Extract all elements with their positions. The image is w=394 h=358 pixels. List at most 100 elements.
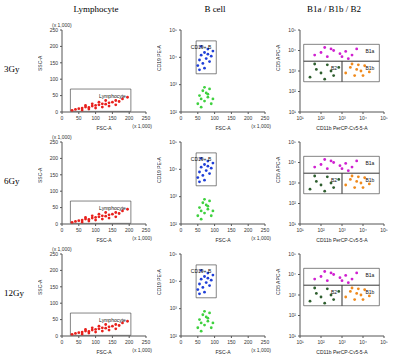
svg-text:50: 50 [195, 115, 201, 121]
svg-text:10⁵: 10⁵ [288, 27, 296, 33]
svg-text:100: 100 [210, 115, 219, 121]
svg-text:B1a: B1a [365, 160, 374, 166]
svg-text:50: 50 [52, 316, 58, 322]
svg-text:100: 100 [50, 300, 59, 306]
svg-text:10¹: 10¹ [296, 227, 304, 233]
svg-text:10¹: 10¹ [296, 339, 304, 345]
svg-text:0: 0 [180, 339, 183, 345]
svg-text:200: 200 [244, 227, 253, 233]
svg-text:B1b: B1b [365, 289, 374, 295]
svg-text:B1b: B1b [365, 65, 374, 71]
svg-text:100: 100 [91, 339, 100, 345]
svg-text:100: 100 [50, 188, 59, 194]
svg-text:200: 200 [125, 227, 134, 233]
svg-text:50: 50 [52, 92, 58, 98]
svg-text:B1b: B1b [365, 177, 374, 183]
svg-text:50: 50 [76, 339, 82, 345]
svg-text:B2: B2 [331, 289, 337, 295]
svg-text:0: 0 [180, 115, 183, 121]
svg-text:10²: 10² [317, 227, 325, 233]
svg-text:50: 50 [195, 227, 201, 233]
svg-text:10¹: 10¹ [289, 333, 297, 339]
svg-text:150: 150 [108, 339, 117, 345]
svg-text:10⁵: 10⁵ [288, 139, 296, 145]
svg-text:Lymphocyte: Lymphocyte [99, 205, 126, 211]
svg-text:SSC-A: SSC-A [38, 55, 43, 71]
svg-text:100: 100 [210, 339, 219, 345]
svg-text:10⁴: 10⁴ [359, 227, 367, 233]
svg-text:100: 100 [210, 227, 219, 233]
svg-text:10⁵: 10⁵ [169, 251, 177, 257]
svg-text:CD11b PerCP-Cy5-5-A: CD11b PerCP-Cy5-5-A [316, 237, 368, 242]
svg-text:200: 200 [244, 115, 253, 121]
svg-text:10²: 10² [170, 333, 178, 339]
svg-text:10³: 10³ [170, 305, 178, 311]
svg-text:10²: 10² [317, 115, 325, 121]
svg-text:10³: 10³ [338, 339, 346, 345]
svg-text:CD5 APC-A: CD5 APC-A [276, 44, 281, 71]
svg-text:10⁴: 10⁴ [288, 271, 296, 277]
svg-text:250: 250 [142, 339, 151, 345]
svg-text:150: 150 [50, 284, 59, 290]
svg-text:100: 100 [50, 76, 59, 82]
svg-text:B1a: B1a [365, 272, 374, 278]
svg-text:10³: 10³ [170, 193, 178, 199]
svg-text:CD19 PE-A: CD19 PE-A [157, 44, 162, 71]
svg-text:10³: 10³ [289, 180, 297, 186]
svg-text:50: 50 [195, 339, 201, 345]
svg-text:FSC-A: FSC-A [97, 237, 113, 242]
svg-text:10⁴: 10⁴ [359, 115, 367, 121]
svg-text:10²: 10² [289, 88, 297, 94]
svg-text:250: 250 [261, 339, 270, 345]
svg-text:10⁵: 10⁵ [169, 139, 177, 145]
svg-text:CD11b PerCP-Cy5-5-A: CD11b PerCP-Cy5-5-A [316, 349, 368, 354]
svg-text:150: 150 [227, 339, 236, 345]
svg-text:10³: 10³ [289, 68, 297, 74]
svg-text:10⁵: 10⁵ [380, 227, 386, 233]
svg-text:150: 150 [50, 60, 59, 66]
svg-text:10⁵: 10⁵ [288, 251, 296, 257]
svg-text:10⁵: 10⁵ [380, 339, 386, 345]
svg-text:FSC-A: FSC-A [97, 349, 113, 354]
svg-text:100: 100 [91, 115, 100, 121]
svg-text:10²: 10² [170, 109, 178, 115]
svg-text:0: 0 [180, 227, 183, 233]
svg-text:150: 150 [108, 227, 117, 233]
svg-text:SSC-A: SSC-A [38, 279, 43, 295]
svg-text:0: 0 [55, 221, 58, 227]
svg-text:150: 150 [227, 115, 236, 121]
svg-text:CD19 PE-A: CD19 PE-A [157, 268, 162, 295]
svg-text:10⁴: 10⁴ [288, 47, 296, 53]
svg-text:10¹: 10¹ [289, 221, 297, 227]
svg-text:10¹: 10¹ [289, 109, 297, 115]
svg-text:10³: 10³ [338, 115, 346, 121]
svg-text:200: 200 [50, 155, 59, 161]
svg-text:10³: 10³ [170, 81, 178, 87]
svg-text:250: 250 [142, 227, 151, 233]
svg-text:250: 250 [261, 227, 270, 233]
svg-text:CD5 APC-A: CD5 APC-A [276, 268, 281, 295]
svg-text:0: 0 [61, 115, 64, 121]
svg-text:10⁴: 10⁴ [359, 339, 367, 345]
svg-text:B1a: B1a [365, 48, 374, 54]
svg-text:50: 50 [76, 115, 82, 121]
svg-text:FSC-A: FSC-A [216, 125, 232, 130]
svg-text:CD11b PerCP-Cy5-5-A: CD11b PerCP-Cy5-5-A [316, 125, 368, 130]
svg-text:200: 200 [244, 339, 253, 345]
svg-text:B2: B2 [331, 65, 337, 71]
svg-text:FSC-A: FSC-A [97, 125, 113, 130]
svg-text:10²: 10² [289, 312, 297, 318]
svg-text:10²: 10² [289, 200, 297, 206]
svg-text:10¹: 10¹ [296, 115, 304, 121]
svg-text:10⁴: 10⁴ [169, 278, 177, 284]
svg-text:CD19 PE-A: CD19 PE-A [157, 156, 162, 183]
svg-text:50: 50 [52, 204, 58, 210]
svg-text:10⁴: 10⁴ [169, 54, 177, 60]
svg-text:B2: B2 [331, 177, 337, 183]
svg-text:CD5 APC-A: CD5 APC-A [276, 156, 281, 183]
svg-text:10²: 10² [170, 221, 178, 227]
svg-text:250: 250 [261, 115, 270, 121]
svg-text:0: 0 [55, 109, 58, 115]
svg-text:200: 200 [125, 115, 134, 121]
svg-text:150: 150 [227, 227, 236, 233]
